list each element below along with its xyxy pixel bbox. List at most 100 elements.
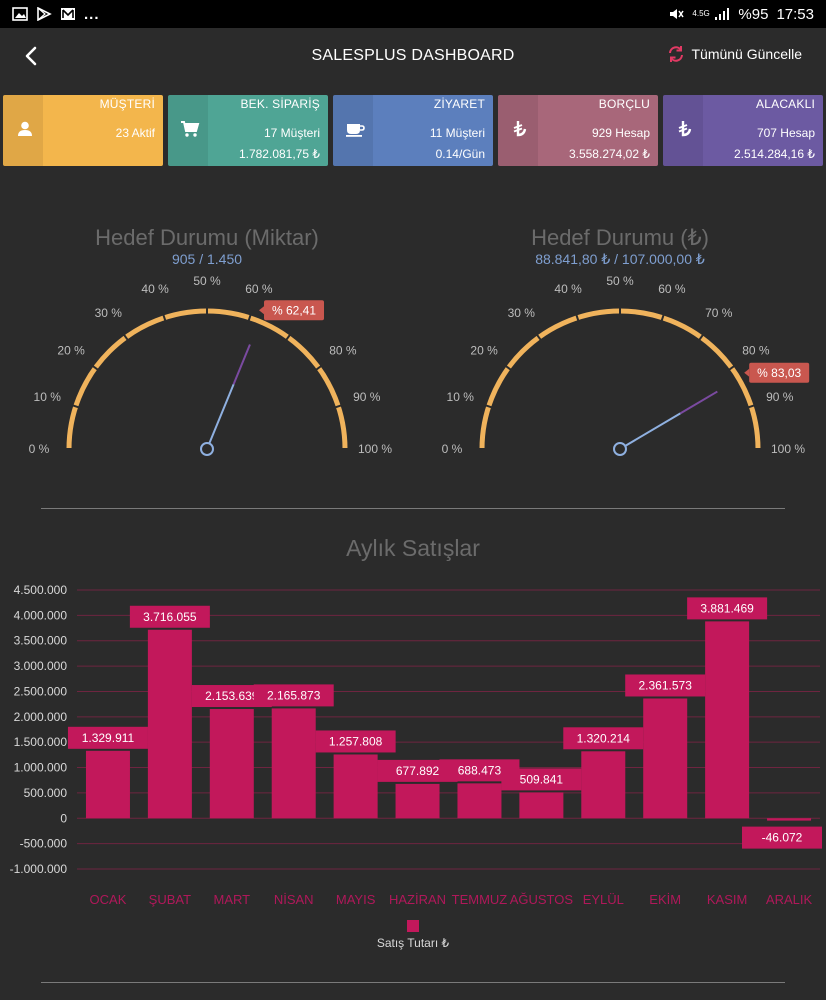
lira-icon	[513, 121, 527, 137]
card-visits[interactable]: ZİYARET 11 Müşteri 0.14/Gün	[333, 95, 493, 166]
gauge-needle	[206, 383, 235, 450]
bar[interactable]	[85, 750, 130, 819]
play-store-icon	[37, 7, 52, 21]
gauge-tick	[162, 314, 167, 321]
coffee-icon	[346, 124, 365, 137]
battery-percent: %95	[738, 5, 769, 23]
gauge-badge-pointer	[744, 368, 750, 377]
gauge-badge-pointer	[259, 306, 265, 315]
card-customers[interactable]: MÜŞTERİ 23 Aktif	[3, 95, 163, 166]
refresh-all-label: Tümünü Güncelle	[691, 46, 802, 62]
gauge-value-badge: % 62,41	[259, 300, 325, 321]
bar[interactable]	[581, 751, 626, 819]
lira-icon	[678, 121, 692, 137]
gauge-tick	[505, 365, 512, 371]
bar[interactable]	[209, 709, 254, 819]
gauge-amount: 0 % 10 % 20 % 30 % 40 % 50 % 60 % 70 % 80 % 90 % 1…	[442, 274, 810, 456]
data-label-bg	[377, 759, 458, 782]
y-tick-label: 4.000.000	[14, 608, 68, 622]
bar[interactable]	[767, 818, 812, 821]
data-label-bg	[439, 759, 520, 782]
data-label-bg	[625, 674, 706, 697]
data-label: 688.473	[458, 763, 502, 777]
data-label: 509.841	[520, 772, 564, 786]
bar[interactable]	[519, 792, 564, 819]
gauge-pivot	[613, 442, 627, 456]
data-label-bg	[253, 684, 334, 707]
x-tick-label: MAYIS	[336, 892, 376, 907]
bar[interactable]	[705, 621, 750, 819]
data-label-bg	[563, 727, 644, 750]
gauge-value-badge: % 83,03	[744, 362, 810, 383]
card-subvalue: 1.782.081,75 ₺	[238, 147, 320, 161]
bar[interactable]	[457, 783, 502, 819]
legend-swatch	[407, 920, 419, 932]
gauge-tick-label: 70 %	[705, 306, 733, 320]
mail-icon	[61, 8, 75, 20]
bar[interactable]	[395, 783, 440, 819]
gauge-tick	[247, 314, 252, 321]
gauge-tick-label: 0 %	[442, 442, 463, 456]
gauge-quantity: 0 %10 %20 %30 %40 %50 %60 %70 %80 %90 %1…	[29, 274, 392, 456]
bar[interactable]	[271, 708, 316, 819]
data-label: 2.153.639	[205, 689, 259, 703]
gauge-quantity-title: Hedef Durumu (Miktar)	[95, 225, 319, 250]
x-tick-label: OCAK	[90, 892, 127, 907]
y-tick-label: 4.500.000	[14, 583, 68, 597]
y-tick-label: -500.000	[20, 837, 68, 851]
refresh-icon	[669, 46, 684, 62]
y-tick-label: 2.000.000	[14, 710, 68, 724]
monthly-sales-chart: 4.500.000 4.000.000 3.500.000 3.000.000 2.50…	[10, 583, 822, 950]
gauge-tick-label: 30 %	[95, 306, 123, 320]
gauge-tick-label: 80 %	[329, 343, 357, 357]
y-tick-label: 500.000	[24, 786, 68, 800]
data-label: 2.165.873	[267, 688, 321, 702]
card-label: ALACAKLI	[756, 97, 815, 111]
gauge-tick-label: 80 %	[742, 343, 770, 357]
gallery-icon	[12, 7, 28, 21]
x-tick-label: NİSAN	[274, 892, 314, 907]
gauge-tick	[660, 314, 665, 321]
bar[interactable]	[643, 698, 688, 819]
gauge-tick	[748, 404, 755, 409]
data-label-bg	[742, 826, 822, 849]
card-subvalue: 0.14/Gün	[435, 147, 485, 161]
gauge-tick-label: 30 %	[508, 306, 536, 320]
bar[interactable]	[147, 629, 192, 819]
gauge-badge-text: % 62,41	[272, 303, 316, 317]
data-label: 1.257.808	[329, 734, 383, 748]
data-label: 3.881.469	[700, 601, 754, 615]
back-arrow-icon[interactable]	[20, 44, 44, 68]
y-tick-label: 3.000.000	[14, 659, 68, 673]
gauge-pivot	[200, 442, 214, 456]
card-label: BEK. SİPARİŞ	[240, 97, 320, 111]
data-label-bg	[129, 605, 210, 628]
app-header: SALESPLUS DASHBOARD Tümünü Güncelle	[0, 28, 826, 84]
y-tick-label: 1.500.000	[14, 735, 68, 749]
gauge-tick-label: 50 %	[606, 274, 634, 288]
x-tick-label: TEMMUZ	[452, 892, 508, 907]
card-creditors[interactable]: ALACAKLI 707 Hesap 2.514.284,16 ₺	[663, 95, 823, 166]
card-debtors[interactable]: BORÇLU 929 Hesap 3.558.274,02 ₺	[498, 95, 658, 166]
bar[interactable]	[333, 754, 378, 819]
data-label-bg	[315, 730, 396, 753]
card-value: 929 Hesap	[591, 126, 650, 140]
data-label: 2.361.573	[639, 678, 693, 692]
x-tick-label: ARALIK	[766, 892, 813, 907]
gauge-needle-tip	[679, 390, 718, 415]
gauge-tick	[123, 334, 129, 341]
card-pending-orders[interactable]: BEK. SİPARİŞ 17 Müşteri 1.782.081,75 ₺	[168, 95, 328, 166]
data-label: 1.320.214	[577, 731, 631, 745]
y-tick-label: -1.000.000	[10, 862, 68, 876]
gauge-tick-label: 10 %	[34, 390, 62, 404]
x-tick-label: HAZİRAN	[389, 892, 446, 907]
gauge-tick	[315, 365, 322, 371]
card-value: 17 Müşteri	[263, 126, 320, 140]
refresh-all-button[interactable]: Tümünü Güncelle	[667, 45, 802, 63]
gauge-tick-label: 90 %	[766, 390, 794, 404]
user-icon	[18, 121, 32, 136]
data-label: 677.892	[396, 764, 440, 778]
card-subvalue: 2.514.284,16 ₺	[733, 147, 815, 161]
gauge-tick-label: 0 %	[29, 442, 50, 456]
y-tick-label: 0	[60, 811, 67, 825]
